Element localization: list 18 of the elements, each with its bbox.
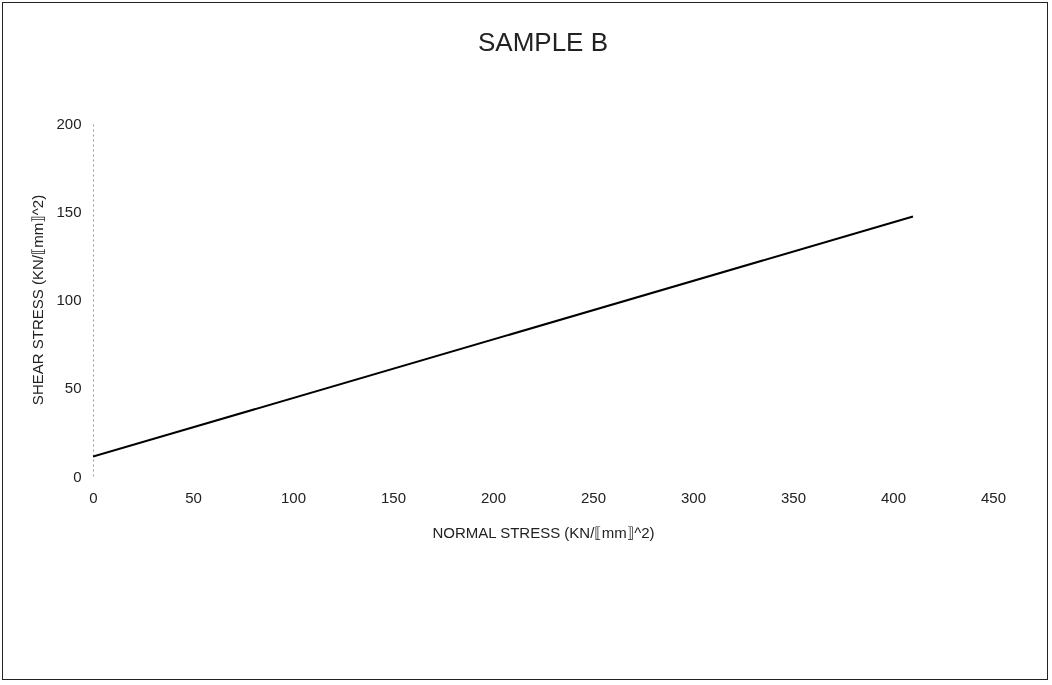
x-tick-label: 300 bbox=[680, 488, 707, 506]
x-axis-title: NORMAL STRESS (KN/⟦mm⟧^2) bbox=[432, 523, 655, 541]
x-tick-label: 150 bbox=[380, 488, 407, 506]
x-tick-label: 200 bbox=[480, 488, 507, 506]
x-tick-label: 250 bbox=[580, 488, 607, 506]
y-tick-label: 100 bbox=[56, 291, 82, 308]
x-tick-label: 0 bbox=[89, 488, 98, 506]
x-tick-label: 450 bbox=[980, 488, 1007, 506]
y-tick-label: 150 bbox=[56, 202, 82, 220]
x-tick-label: 400 bbox=[880, 488, 907, 506]
x-tick-label: 100 bbox=[280, 488, 307, 506]
x-tick-label: 50 bbox=[185, 488, 202, 506]
chart-title: SAMPLE B bbox=[477, 27, 609, 57]
y-tick-label: 0 bbox=[73, 467, 82, 485]
x-tick-label: 350 bbox=[780, 488, 807, 506]
y-tick-label: 50 bbox=[64, 379, 82, 397]
y-tick-label: 200 bbox=[56, 114, 82, 132]
y-axis-title: SHEAR STRESS (KN/⟦mm⟧^2) bbox=[29, 194, 47, 406]
